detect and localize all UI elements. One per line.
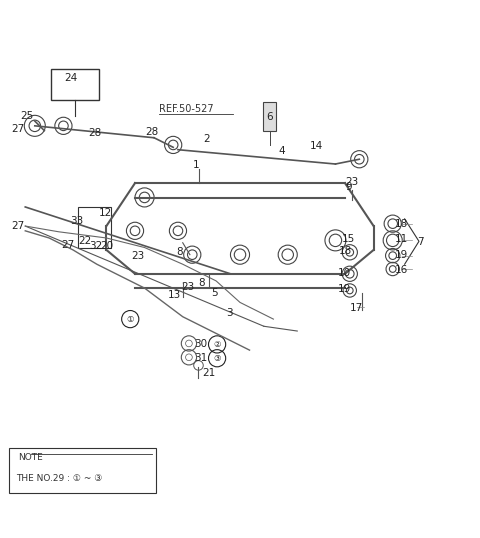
Text: 14: 14 [310, 141, 323, 151]
Text: 8: 8 [176, 247, 183, 257]
Text: 20: 20 [100, 241, 113, 251]
Text: 18: 18 [338, 246, 352, 256]
Text: 28: 28 [145, 126, 158, 137]
Text: 23: 23 [181, 282, 194, 292]
Text: 15: 15 [342, 235, 355, 244]
Text: 3: 3 [226, 308, 233, 318]
Bar [263, 102, 276, 131]
Text: 32: 32 [89, 241, 102, 251]
Text: 18: 18 [395, 218, 408, 229]
Text: 11: 11 [395, 235, 408, 244]
Text: 31: 31 [194, 353, 207, 363]
Text: 13: 13 [168, 290, 181, 300]
Text: 4: 4 [279, 146, 285, 155]
Text: 25: 25 [20, 111, 33, 121]
Text: 22: 22 [78, 236, 92, 246]
Text: 28: 28 [88, 128, 101, 138]
Text: 27: 27 [61, 240, 75, 250]
Text: 9: 9 [346, 182, 352, 192]
Bar [51, 68, 99, 100]
Text: 27: 27 [12, 124, 24, 134]
Text: 24: 24 [64, 73, 77, 83]
Text: 33: 33 [70, 216, 84, 226]
Text: 6: 6 [266, 112, 273, 122]
Text: 27: 27 [12, 221, 24, 231]
Text: ①: ① [127, 315, 134, 324]
Text: 16: 16 [395, 265, 408, 275]
Text: 8: 8 [199, 278, 205, 288]
Text: 7: 7 [417, 237, 424, 247]
Text: 23: 23 [131, 251, 144, 260]
Text: ②: ② [213, 340, 221, 349]
Text: 1: 1 [193, 160, 199, 170]
Text: 2: 2 [204, 134, 210, 144]
FancyBboxPatch shape [9, 448, 156, 493]
Text: 30: 30 [194, 339, 207, 349]
Text: REF.50-527: REF.50-527 [159, 104, 214, 114]
Text: 10: 10 [337, 268, 350, 278]
Text: 19: 19 [395, 250, 408, 260]
Text: 17: 17 [350, 303, 363, 313]
Text: 19: 19 [337, 284, 351, 294]
Text: NOTE: NOTE [18, 453, 43, 462]
Text: 21: 21 [203, 368, 216, 378]
Text: 5: 5 [211, 288, 217, 298]
Text: THE NO.29 : ① ~ ③: THE NO.29 : ① ~ ③ [16, 475, 102, 484]
Bar [78, 207, 111, 247]
Text: ③: ③ [213, 354, 221, 363]
Text: 23: 23 [346, 177, 359, 187]
Text: 12: 12 [99, 208, 112, 218]
